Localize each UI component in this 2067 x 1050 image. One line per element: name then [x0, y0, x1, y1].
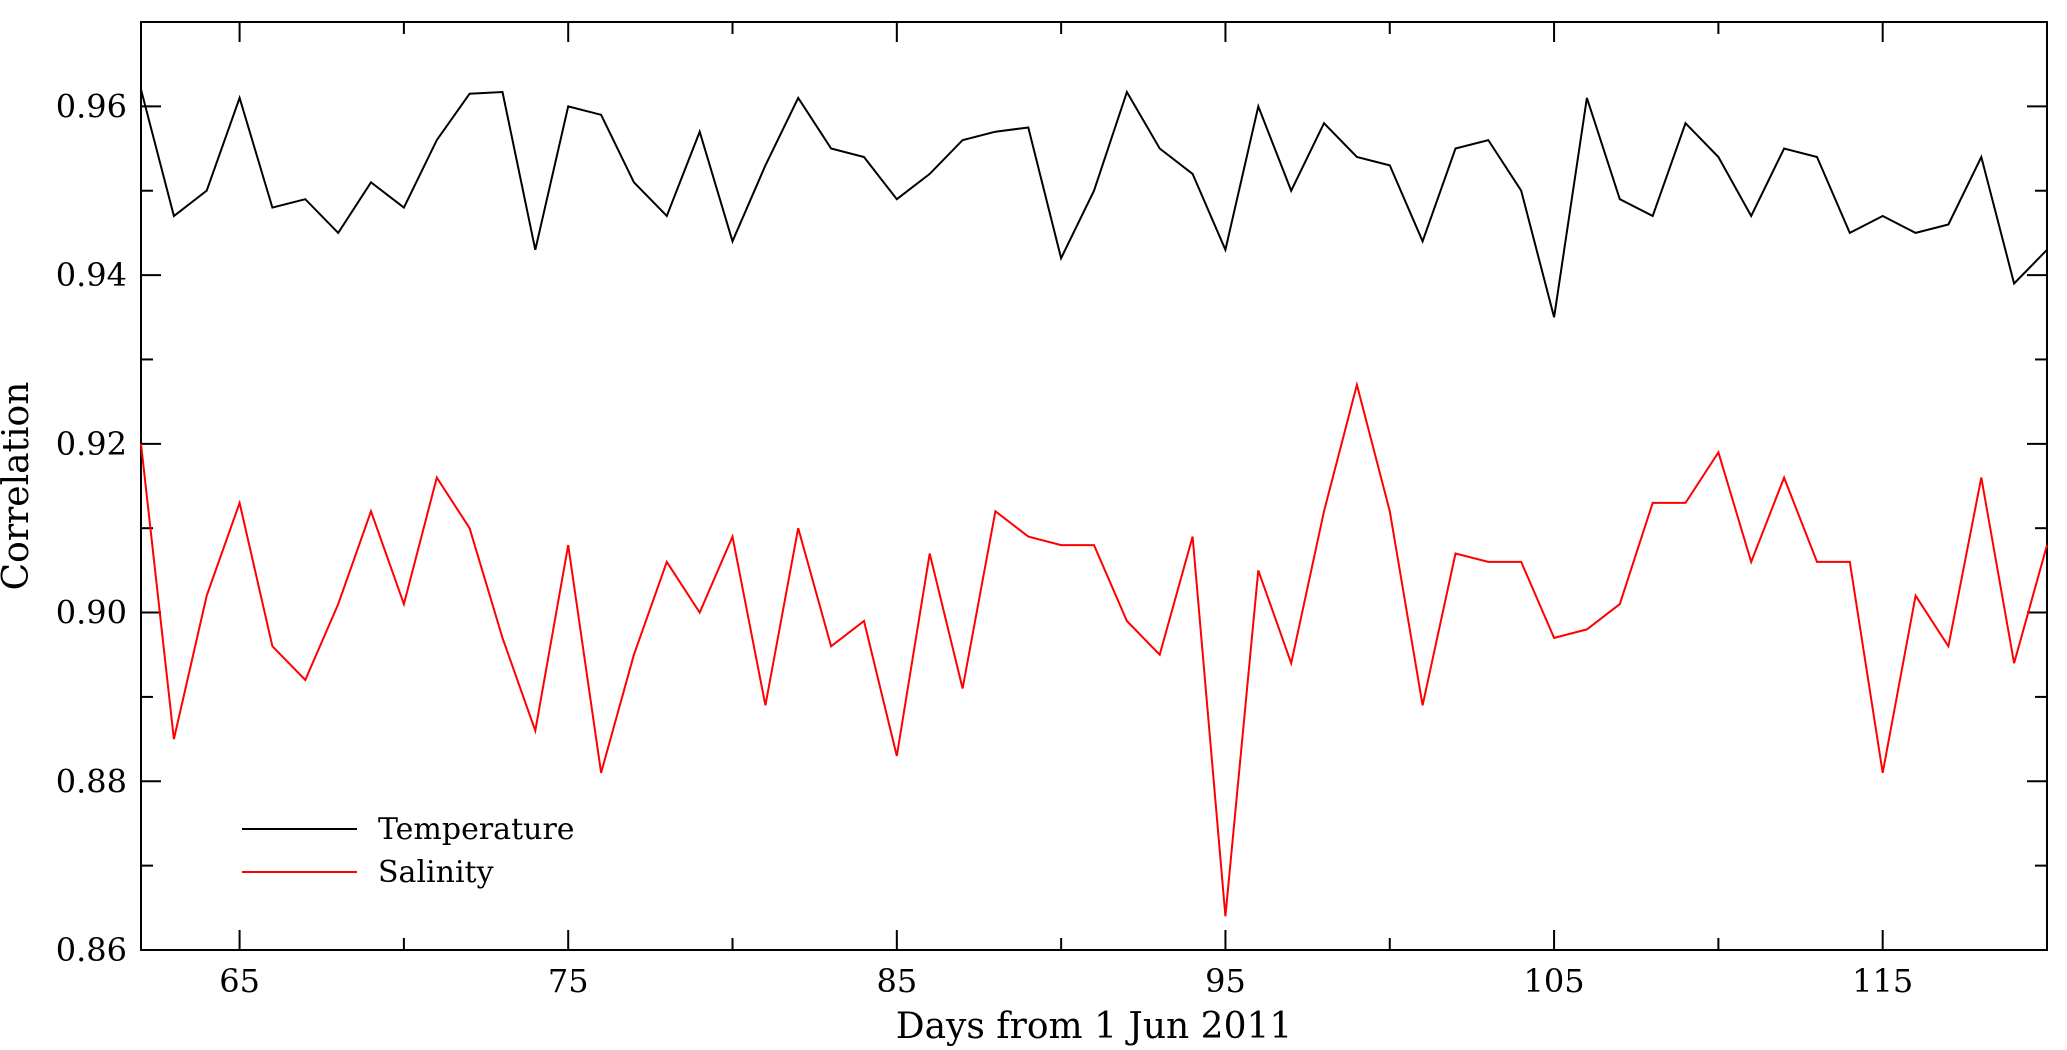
x-tick-label: 65 — [219, 962, 260, 1000]
axis-ticks — [141, 21, 2048, 951]
y-tick-label: 0.88 — [56, 762, 127, 800]
x-tick-label: 95 — [1205, 962, 1246, 1000]
x-tick-label: 75 — [548, 962, 589, 1000]
y-tick-label: 0.86 — [56, 931, 127, 969]
series-line-temperature — [140, 89, 2048, 318]
x-tick-label: 85 — [876, 962, 917, 1000]
y-tick-label: 0.90 — [56, 594, 127, 632]
x-tick-label: 115 — [1852, 962, 1913, 1000]
plot-frame — [140, 21, 2048, 951]
y-tick-label: 0.94 — [56, 256, 127, 294]
legend: Temperature Salinity — [242, 812, 575, 890]
legend-label-salinity: Salinity — [378, 855, 494, 890]
y-tick-label: 0.92 — [56, 425, 127, 463]
series-lines — [140, 89, 2048, 917]
series-line-salinity — [140, 380, 2048, 917]
x-axis-label: Days from 1 Jun 2011 — [896, 1006, 1293, 1047]
y-axis-label: Correlation — [0, 382, 37, 591]
y-tick-label: 0.96 — [56, 87, 127, 125]
axis-tick-labels: 65 75 85 95 105 115 0.86 0.88 0.90 0.92 0.94 0.96 — [56, 87, 1913, 1000]
legend-label-temperature: Temperature — [378, 812, 575, 847]
x-tick-label: 105 — [1524, 962, 1585, 1000]
